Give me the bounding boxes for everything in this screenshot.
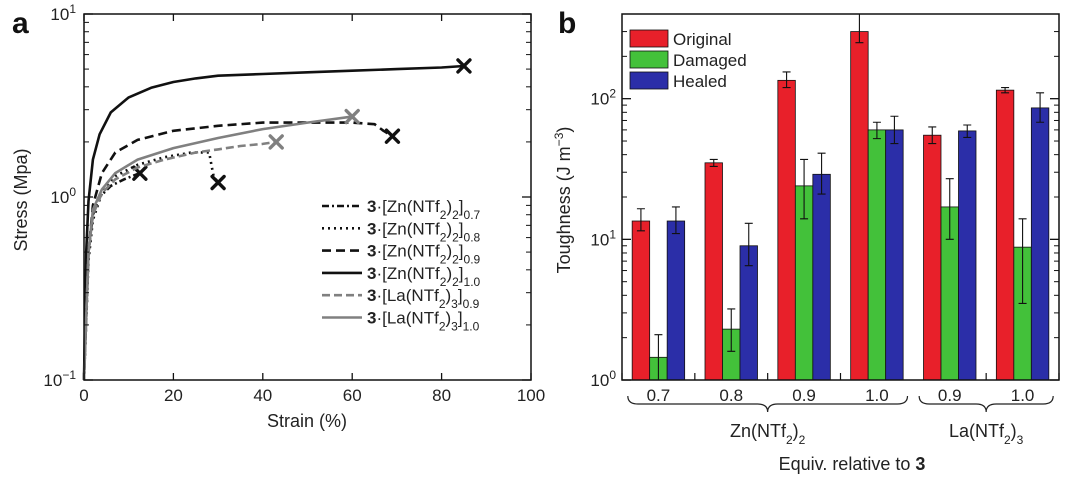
error-bar-damaged-4	[872, 121, 881, 140]
legend-swatch-original	[629, 29, 669, 48]
panel-b-y-ticks: 100 101 102	[590, 13, 1059, 390]
series-end-marker-6	[344, 108, 360, 125]
panel-b-group-labels: Zn(NTf2)2 La(NTf2)3	[627, 395, 1054, 447]
legend-swatch-healed	[629, 71, 669, 90]
panel-b-x-axis-label: Equiv. relative to 3	[779, 454, 926, 474]
legend-label-5: 3·[La(NTf2)3]0.9	[367, 286, 480, 311]
panel-b-toughness-chart: b 100 101 102 0.7 0.8 0.9 1.0 0.9 1.0 Zn(NTf2)2…	[552, 7, 1060, 474]
y-tick-label: 100	[50, 185, 76, 207]
legend-label-4: 3·[Zn(NTf2)2]1.0	[367, 264, 481, 289]
bar-damaged-4	[867, 129, 887, 381]
x-tick-label: 80	[432, 386, 451, 405]
legend-label-original: Original	[673, 30, 732, 49]
error-bar-original-6	[1001, 86, 1010, 94]
panel-a-series-group	[82, 58, 472, 381]
error-bar-healed-3	[817, 152, 826, 195]
panel-a-x-axis-label: Strain (%)	[267, 411, 347, 431]
legend-label-damaged: Damaged	[673, 51, 747, 70]
legend-label-2: 3·[Zn(NTf2)2]0.8	[367, 219, 481, 244]
x-tick-label: 40	[253, 386, 272, 405]
x-tick-label: 0	[79, 386, 88, 405]
x-tick-label: 0.8	[719, 386, 743, 405]
x-tick-label: 0.7	[647, 386, 671, 405]
group-bracket-2	[918, 395, 1054, 413]
error-bar-healed-1	[671, 206, 680, 235]
group-label-1: Zn(NTf2)2	[730, 421, 806, 447]
panel-b-bars	[631, 13, 1050, 381]
bar-original-1	[631, 220, 651, 381]
error-bar-damaged-3	[800, 158, 809, 220]
series-end-marker-4	[456, 58, 472, 74]
panel-a-stress-strain-chart: a 0 20 40 60 80 100 10−1 100 101 Strain (%) Str…	[11, 2, 545, 431]
panel-b-x-ticks: 0.7 0.8 0.9 1.0 0.9 1.0	[621, 373, 1060, 405]
error-bar-damaged-6	[1018, 218, 1027, 305]
error-bar-healed-5	[963, 124, 972, 139]
legend-label-1: 3·[Zn(NTf2)2]0.7	[367, 197, 481, 222]
legend-swatch-damaged	[629, 50, 669, 69]
x-tick-label: 20	[164, 386, 183, 405]
legend-label-healed: Healed	[673, 72, 727, 91]
error-bar-healed-4	[890, 115, 899, 145]
bar-original-5	[923, 134, 942, 381]
x-tick-label: 1.0	[1011, 386, 1035, 405]
x-tick-label: 60	[343, 386, 362, 405]
error-bar-healed-2	[744, 222, 753, 267]
series-end-marker-3	[384, 128, 401, 144]
bar-healed-5	[958, 130, 977, 381]
panel-b-legend: Original Damaged Healed	[629, 29, 747, 91]
x-tick-label: 0.9	[938, 386, 962, 405]
panel-a-y-ticks: 10−1 100 101	[43, 2, 531, 390]
series-end-marker-2	[210, 174, 226, 191]
bar-original-3	[777, 79, 796, 381]
x-tick-label: 0.9	[792, 386, 816, 405]
bar-healed-4	[885, 129, 904, 381]
series-line-4	[82, 64, 464, 381]
error-bar-healed-6	[1036, 92, 1045, 123]
panel-a-y-axis-label: Stress (Mpa)	[11, 148, 31, 251]
legend-label-3: 3·[Zn(NTf2)2]0.9	[367, 242, 481, 267]
x-tick-label: 1.0	[865, 386, 889, 405]
y-tick-label: 101	[50, 2, 76, 24]
x-tick-label: 100	[517, 386, 545, 405]
bar-original-6	[995, 89, 1015, 381]
group-label-2: La(NTf2)3	[949, 421, 1024, 447]
panel-a-legend: 3·[Zn(NTf2)2]0.73·[Zn(NTf2)2]0.83·[Zn(NT…	[322, 197, 481, 334]
series-end-marker-5	[268, 134, 284, 150]
bar-original-4	[850, 31, 869, 381]
bar-healed-1	[666, 220, 686, 381]
panel-a-label: a	[12, 7, 29, 40]
error-bar-original-2	[709, 158, 718, 167]
panel-b-label: b	[558, 7, 576, 40]
error-bar-original-3	[782, 71, 791, 89]
bar-original-2	[704, 162, 723, 381]
error-bar-damaged-2	[727, 308, 736, 352]
bar-healed-3	[812, 173, 831, 381]
error-bar-original-1	[636, 208, 645, 232]
y-tick-label: 10−1	[43, 368, 76, 390]
y-tick-label: 100	[590, 368, 616, 390]
group-bracket-1	[627, 395, 909, 413]
legend-label-6: 3·[La(NTf2)3]1.0	[367, 309, 480, 334]
series-line-6	[82, 115, 353, 381]
y-tick-label: 101	[590, 227, 616, 249]
error-bar-damaged-5	[945, 178, 954, 240]
error-bar-original-5	[928, 126, 937, 145]
y-tick-label: 102	[590, 87, 616, 109]
panel-a-x-ticks: 0 20 40 60 80 100	[79, 14, 545, 405]
series-line-3	[82, 121, 394, 381]
bar-healed-6	[1030, 107, 1050, 381]
panel-b-y-axis-label: Toughness (J m−3)	[552, 127, 574, 274]
